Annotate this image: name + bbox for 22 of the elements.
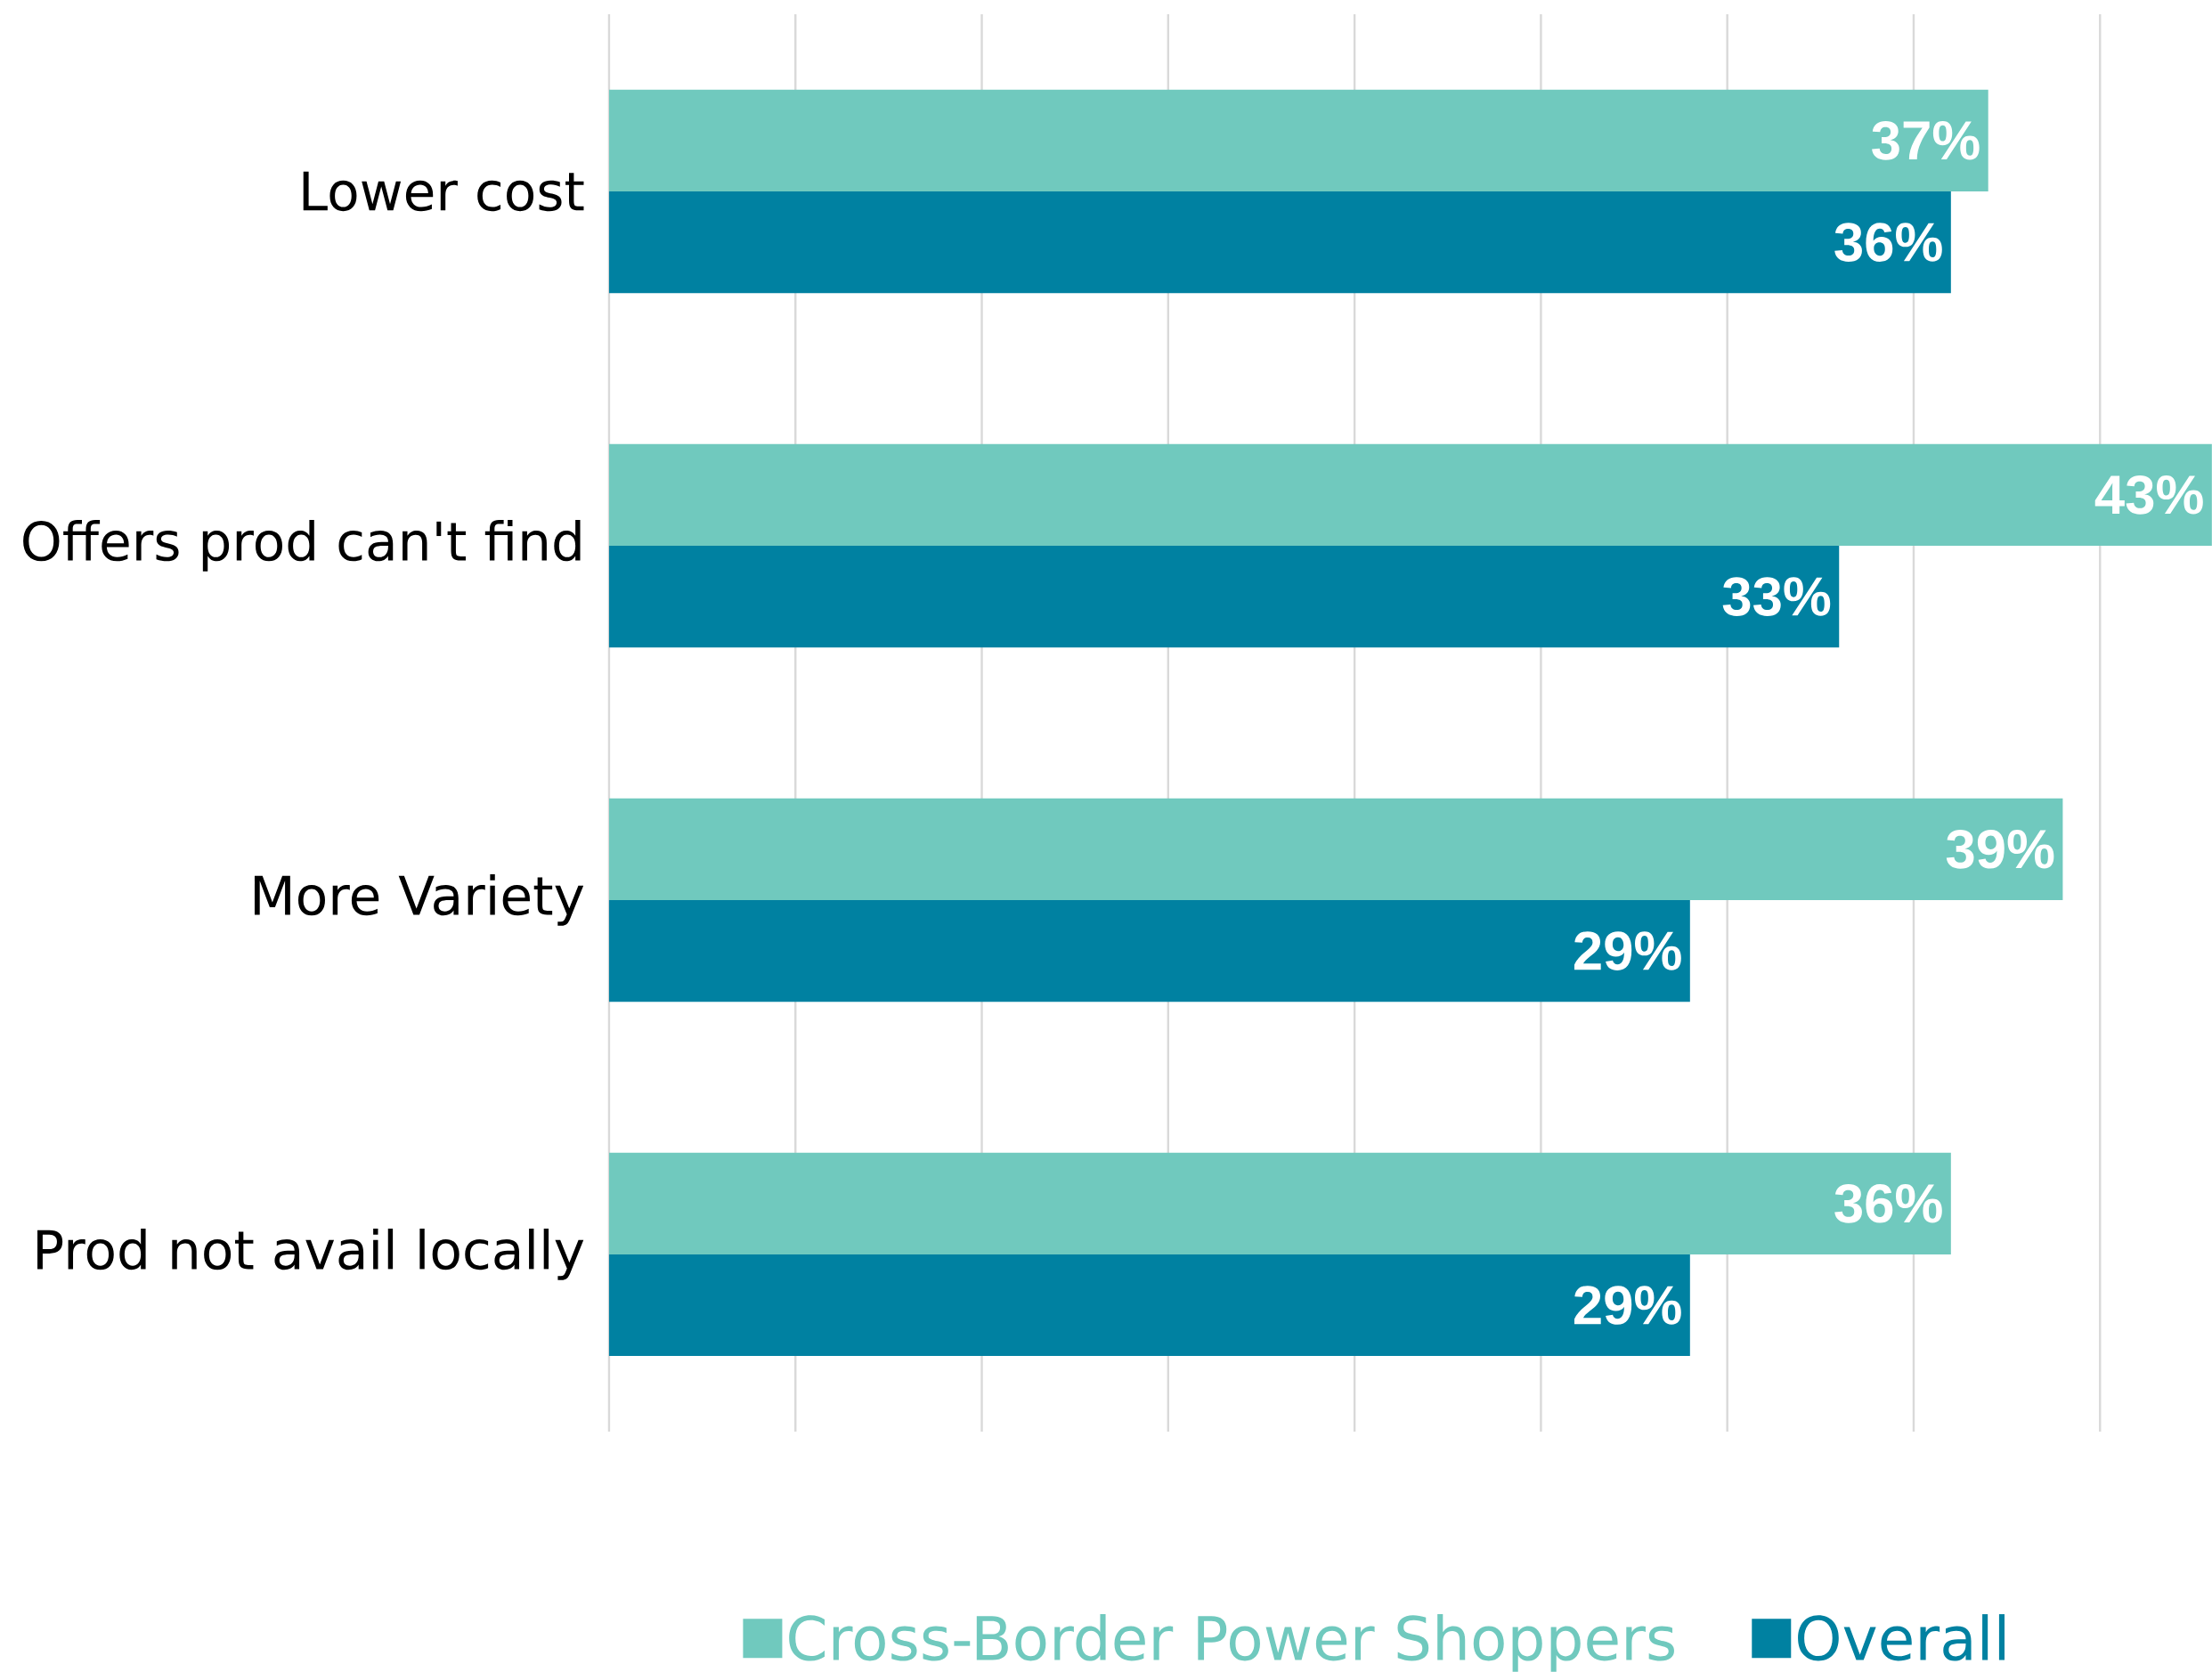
y-tick-label: Lower cost	[303, 171, 584, 212]
data-label: 33%	[1722, 577, 1831, 617]
data-label: 43%	[2094, 475, 2203, 515]
y-tick-label: Prod not avail locally	[37, 1229, 584, 1280]
bar	[608, 443, 2212, 547]
legend-label: Cross-Border Power Shoppers	[789, 1614, 1674, 1672]
data-label: 36%	[1834, 1183, 1942, 1223]
y-tick-label: More Variety	[254, 874, 584, 926]
bar	[608, 1152, 1951, 1254]
bar	[608, 798, 2063, 900]
bar	[608, 191, 1951, 294]
bar	[608, 1254, 1690, 1357]
legend-label: Overall	[1798, 1614, 2005, 1661]
bar	[608, 546, 1840, 648]
y-tick-label: Offers prod can't find	[23, 520, 581, 572]
data-label: 36%	[1834, 223, 1942, 263]
data-label: 37%	[1872, 121, 1980, 160]
data-label: 39%	[1946, 829, 2054, 869]
bar	[608, 89, 1988, 192]
data-label: 29%	[1574, 1286, 1681, 1325]
data-label: 29%	[1574, 931, 1681, 970]
bar	[608, 900, 1690, 1002]
